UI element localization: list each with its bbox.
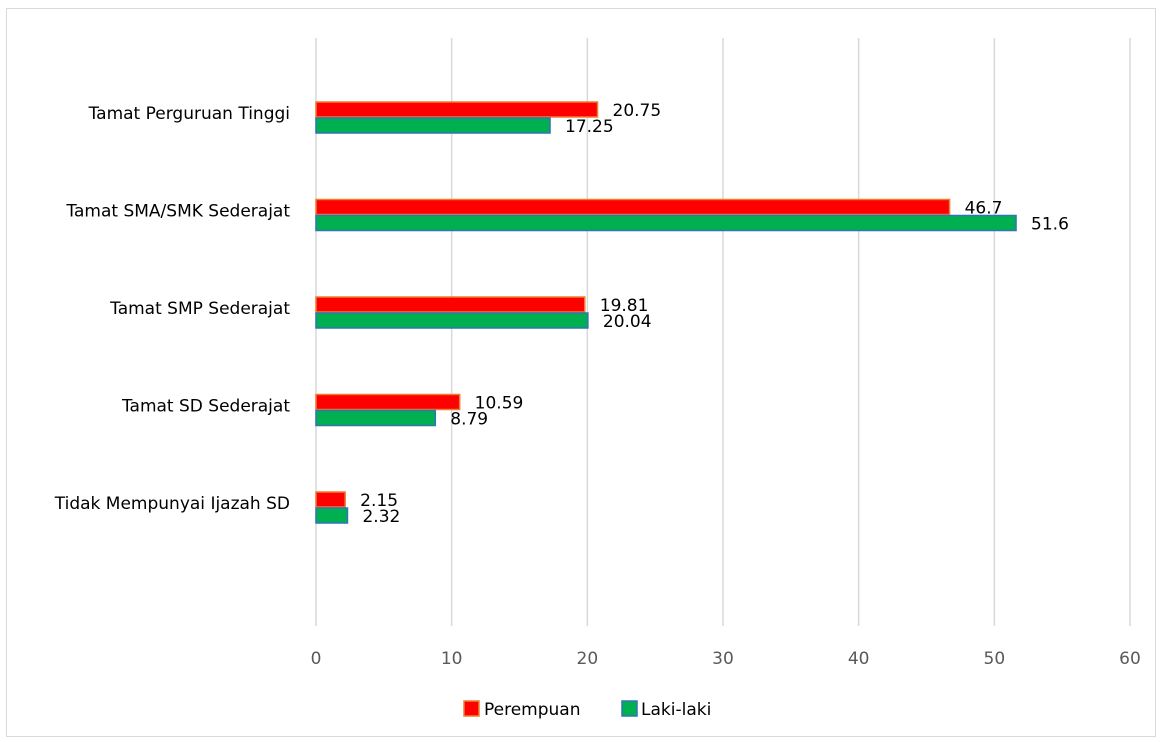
legend-label-perempuan: Perempuan	[484, 700, 581, 720]
bar-perempuan[interactable]	[315, 198, 951, 216]
data-label-perempuan: 10.59	[475, 394, 524, 414]
x-tick-label: 60	[1119, 649, 1141, 669]
legend-item-perempuan[interactable]: Perempuan	[463, 700, 581, 720]
data-label-perempuan: 19.81	[600, 296, 649, 316]
category-label: Tamat SMA/SMK Sederajat	[65, 202, 290, 222]
legend-label-laki-laki: Laki-laki	[641, 700, 711, 720]
bar-perempuan[interactable]	[315, 101, 599, 118]
bar-laki-laki[interactable]	[315, 507, 349, 524]
legend-item-laki-laki[interactable]: Laki-laki	[621, 700, 711, 720]
bar-laki-laki[interactable]	[315, 409, 437, 427]
bar-perempuan[interactable]	[315, 296, 586, 313]
data-label-laki-laki: 20.04	[603, 312, 652, 332]
data-label-perempuan: 46.7	[965, 199, 1003, 219]
chart-frame	[6, 8, 1156, 737]
legend-swatch-perempuan	[463, 700, 480, 717]
category-labels: Tamat Perguruan Tinggi Tamat SMA/SMK Sede…	[54, 104, 291, 514]
grid-lines	[315, 38, 1131, 626]
bars	[315, 101, 1017, 524]
data-label-perempuan: 20.75	[613, 101, 662, 121]
category-label: Tamat SMP Sederajat	[109, 299, 290, 319]
x-tick-label: 20	[577, 649, 599, 669]
data-label-perempuan: 2.15	[360, 491, 398, 511]
category-label: Tidak Mempunyai Ijazah SD	[54, 494, 290, 514]
legend: Perempuan Laki-laki	[463, 700, 711, 720]
bar-perempuan[interactable]	[315, 491, 346, 508]
data-label-laki-laki: 51.6	[1031, 215, 1069, 235]
bar-laki-laki[interactable]	[315, 117, 551, 134]
data-label-laki-laki: 2.32	[362, 507, 400, 527]
x-tick-label: 30	[712, 649, 734, 669]
x-axis-tick-labels: 0 10 20 30 40 50 60	[311, 649, 1141, 669]
bar-laki-laki[interactable]	[315, 312, 589, 329]
legend-swatch-laki-laki	[621, 700, 638, 717]
data-label-laki-laki: 17.25	[565, 117, 614, 137]
data-label-laki-laki: 8.79	[450, 410, 488, 430]
x-tick-label: 40	[848, 649, 870, 669]
x-tick-label: 50	[984, 649, 1006, 669]
x-tick-label: 0	[311, 649, 322, 669]
category-label: Tamat Perguruan Tinggi	[88, 104, 290, 124]
bar-perempuan[interactable]	[315, 393, 461, 411]
x-tick-label: 10	[441, 649, 463, 669]
bar-laki-laki[interactable]	[315, 214, 1017, 232]
category-label: Tamat SD Sederajat	[121, 397, 290, 417]
